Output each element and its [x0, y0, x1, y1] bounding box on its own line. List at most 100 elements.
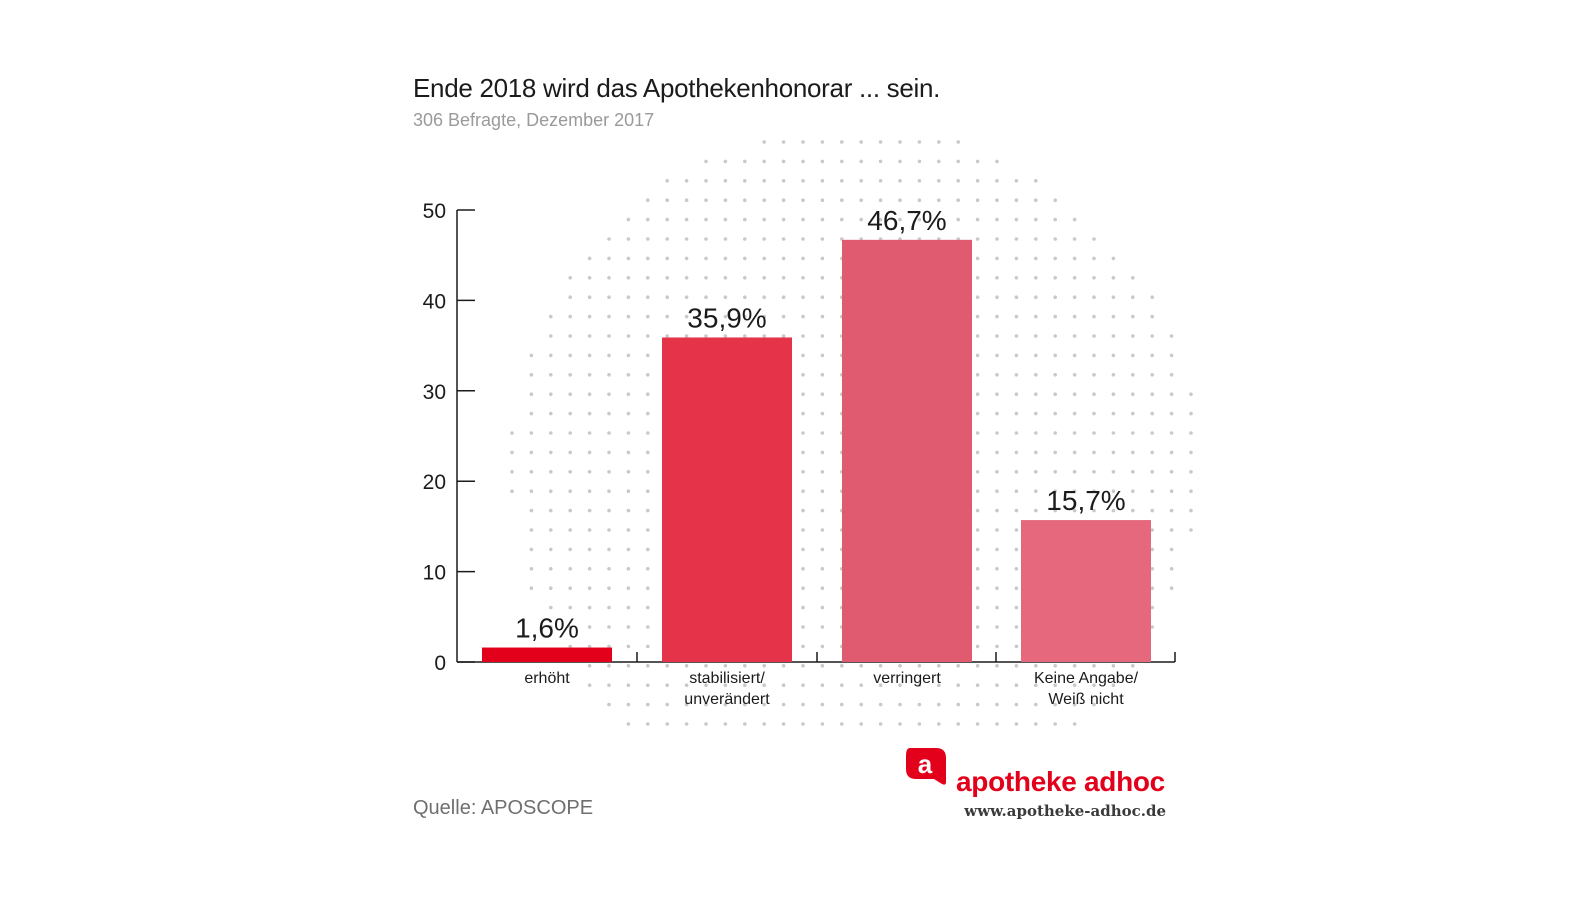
background-dot	[704, 256, 708, 261]
background-dot	[646, 644, 650, 649]
background-dot	[607, 683, 611, 687]
background-dot	[1150, 334, 1154, 338]
background-dot	[820, 644, 825, 649]
background-dot	[646, 392, 650, 397]
background-dot	[820, 411, 825, 416]
background-dot	[937, 179, 941, 183]
background-dot	[665, 334, 669, 338]
background-dot	[1014, 237, 1019, 241]
background-dot	[975, 237, 980, 241]
background-dot	[723, 276, 728, 280]
background-dot	[1169, 411, 1174, 416]
background-dot	[723, 159, 728, 164]
background-dot	[1131, 314, 1135, 319]
bar[interactable]	[842, 239, 972, 662]
bar[interactable]	[482, 647, 612, 662]
background-dot	[1034, 431, 1038, 435]
background-dot	[684, 276, 689, 280]
background-dot	[1053, 373, 1057, 377]
background-dot	[1169, 567, 1174, 571]
background-dot	[1072, 373, 1077, 377]
background-dot	[820, 334, 825, 338]
bar[interactable]	[662, 337, 792, 662]
background-dot	[587, 664, 592, 668]
background-dot	[975, 159, 980, 164]
background-dot	[995, 567, 999, 571]
background-dot	[646, 295, 650, 300]
background-dot	[762, 702, 766, 707]
background-dot	[995, 664, 999, 668]
background-dot	[820, 159, 825, 164]
background-dot	[665, 664, 669, 668]
background-dot	[898, 140, 902, 144]
brand-url-link[interactable]: www.apotheke-adhoc.de	[964, 802, 1166, 820]
background-dot	[840, 702, 844, 707]
background-dot	[607, 605, 611, 610]
background-dot	[995, 237, 999, 241]
background-dot	[1034, 702, 1038, 707]
background-dot	[1034, 334, 1038, 338]
background-dot	[1092, 295, 1096, 300]
background-dot	[762, 256, 766, 261]
background-dot	[626, 314, 631, 319]
background-dot	[975, 411, 980, 416]
background-dot	[1053, 198, 1057, 202]
background-dot	[646, 702, 650, 707]
background-dot	[626, 605, 631, 610]
background-dot	[762, 314, 766, 319]
background-dot	[607, 664, 611, 668]
background-dot	[1092, 489, 1096, 494]
background-dot	[1014, 334, 1019, 338]
background-dot	[1053, 664, 1057, 668]
background-dot	[1131, 431, 1135, 435]
brand-name: apotheke adhoc	[956, 766, 1165, 797]
background-dot	[820, 237, 825, 241]
background-dot	[956, 664, 960, 668]
background-dot	[1072, 276, 1077, 280]
background-dot	[1053, 276, 1057, 280]
background-dot	[1053, 353, 1057, 358]
background-dot	[723, 295, 728, 300]
background-dot	[1092, 508, 1096, 513]
background-dot	[549, 470, 553, 474]
background-dot	[1189, 508, 1193, 513]
background-dot	[1034, 470, 1038, 474]
background-dot	[607, 470, 611, 474]
background-dot	[626, 373, 631, 377]
brand-block[interactable]: a apotheke adhoc www.apotheke-adhoc.de	[904, 744, 1170, 824]
background-dot	[859, 140, 863, 144]
background-dot	[607, 431, 611, 435]
background-dot	[1189, 392, 1193, 397]
y-tick-label: 20	[423, 471, 446, 494]
background-dot	[1034, 295, 1038, 300]
background-dot	[1014, 722, 1019, 726]
background-dot	[1072, 334, 1077, 338]
background-dot	[1131, 489, 1135, 494]
background-dot	[937, 217, 941, 222]
background-dot	[917, 722, 922, 726]
background-dot	[801, 702, 805, 707]
background-dot	[995, 625, 999, 629]
bar-value-label: 15,7%	[1046, 485, 1125, 516]
background-dot	[781, 722, 786, 726]
background-dot	[1014, 702, 1019, 707]
background-dot	[956, 179, 960, 183]
bar[interactable]	[1021, 520, 1151, 662]
background-dot	[723, 237, 728, 241]
background-dot	[1034, 508, 1038, 513]
background-dot	[1053, 431, 1057, 435]
background-dot	[801, 295, 805, 300]
background-dot	[762, 159, 766, 164]
background-dot	[1131, 353, 1135, 358]
background-dot	[995, 683, 999, 687]
background-dot	[995, 702, 999, 707]
background-dot	[801, 586, 805, 590]
background-dot	[587, 353, 592, 358]
background-dot	[878, 702, 883, 707]
background-dot	[607, 256, 611, 261]
background-dot	[1072, 314, 1077, 319]
background-dot	[1111, 392, 1116, 397]
background-dot	[568, 528, 572, 532]
background-dot	[549, 353, 553, 358]
background-dot	[898, 198, 902, 202]
